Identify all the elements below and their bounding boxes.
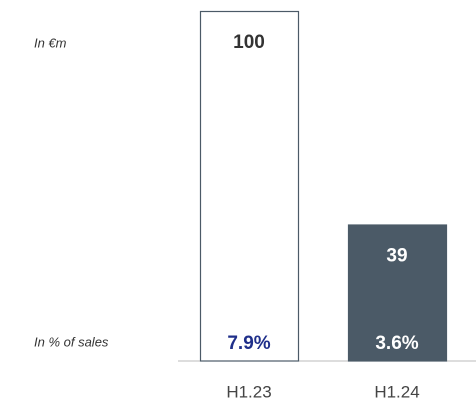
unit-note: In €m (34, 35, 67, 50)
bar (199, 10, 300, 362)
sales-share-label: 3.6% (375, 333, 418, 354)
share-note: In % of sales (34, 334, 109, 349)
x-tick-label: H1.24 (374, 382, 419, 401)
value-label: 39 (386, 246, 407, 267)
bar (347, 224, 448, 362)
sales-share-label: 7.9% (227, 333, 270, 354)
value-label: 100 (233, 32, 265, 53)
x-tick-label: H1.23 (226, 382, 271, 401)
